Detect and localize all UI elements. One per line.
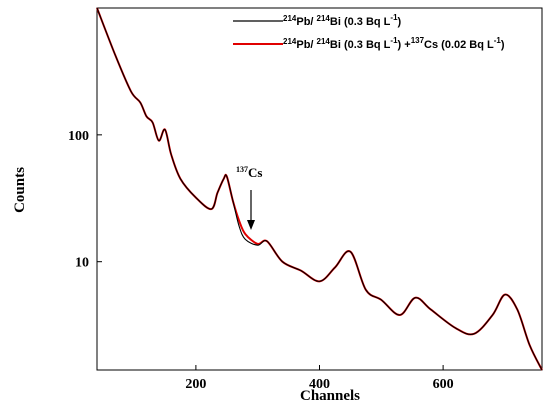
legend-label-2: 214Pb/ 214Bi (0.3 Bq L-1) +137Cs (0.02 B… <box>283 36 505 51</box>
annotation-arrow-head <box>247 220 255 230</box>
legend-label-1: 214Pb/ 214Bi (0.3 Bq L-1) <box>283 13 402 28</box>
x-axis-label: Channels <box>300 388 360 404</box>
series-layer <box>96 7 543 371</box>
x-tick-label: 400 <box>309 377 330 392</box>
series-line-red <box>96 7 543 371</box>
axis-ticks: 200 400 600 10 100 <box>68 129 454 392</box>
series-line-black <box>96 7 543 371</box>
y-tick-label: 10 <box>75 256 89 271</box>
y-axis-label: Counts <box>12 167 28 213</box>
cs137-annotation: 137Cs <box>236 165 262 230</box>
x-tick-label: 200 <box>185 377 206 392</box>
y-tick-label: 100 <box>68 129 89 144</box>
x-tick-label: 600 <box>433 377 454 392</box>
plot-frame <box>96 7 543 371</box>
cs137-label: 137Cs <box>236 165 262 180</box>
legend: 214Pb/ 214Bi (0.3 Bq L-1) 214Pb/ 214Bi (… <box>233 13 505 51</box>
